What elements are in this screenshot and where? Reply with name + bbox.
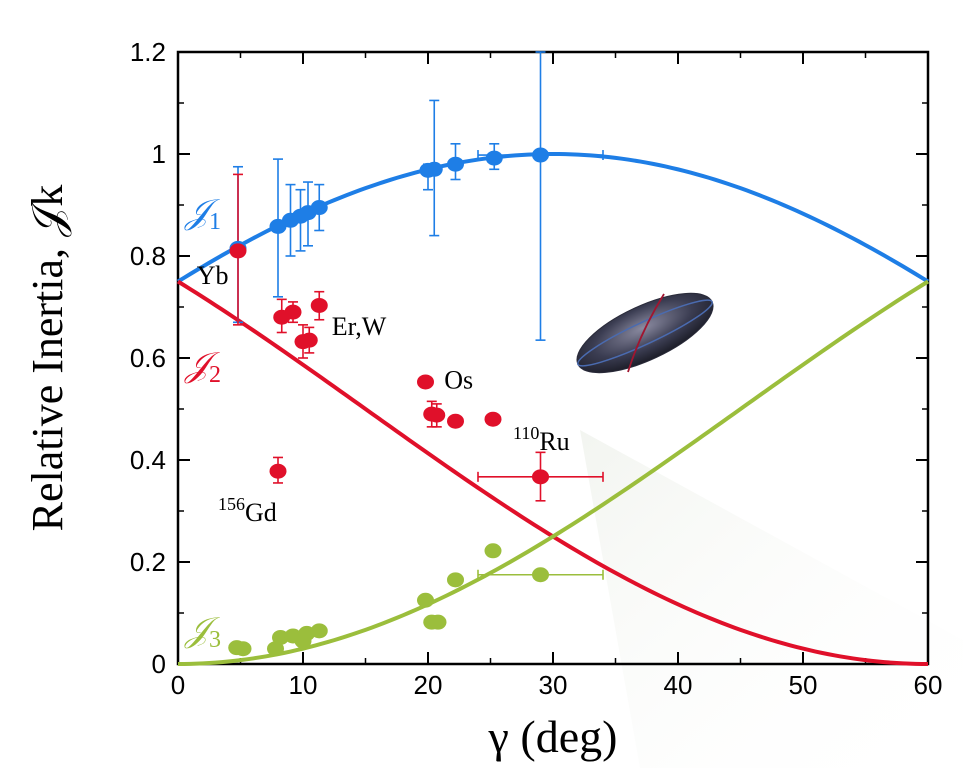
data-point-series-3 xyxy=(429,614,447,630)
curve-labels: 𝒥1 𝒥2 𝒥3 xyxy=(184,194,221,653)
x-tick-label: 40 xyxy=(664,670,693,700)
data-points xyxy=(228,147,549,657)
x-tick-label: 0 xyxy=(171,670,185,700)
data-point-series-2 xyxy=(532,469,549,485)
data-point-series-2 xyxy=(428,407,446,423)
data-point-series-2 xyxy=(484,411,502,427)
data-point-series-2 xyxy=(417,374,434,390)
curve-3 xyxy=(177,279,930,666)
annotation-label: Os xyxy=(444,366,473,395)
background-fan xyxy=(580,430,963,768)
ellipsoid-illustration xyxy=(576,292,714,374)
data-point-series-3 xyxy=(310,623,328,639)
data-point-series-3 xyxy=(234,641,252,657)
curve-label: 𝒥2 xyxy=(184,347,221,388)
annotation-label: 110Ru xyxy=(513,423,570,456)
data-point-series-3 xyxy=(417,592,434,608)
y-tick-label: 0 xyxy=(152,649,166,679)
curve-label: 𝒥3 xyxy=(184,612,221,653)
y-tick-label: 1 xyxy=(152,139,166,169)
annotation-label: 156Gd xyxy=(218,494,277,527)
y-axis-title: Relative Inertia, 𝒥k xyxy=(23,185,72,532)
data-point-series-2 xyxy=(310,297,328,313)
data-point-series-1 xyxy=(532,147,549,163)
data-point-series-1 xyxy=(310,200,328,216)
y-tick-label: 1.2 xyxy=(130,37,166,67)
x-tick-label: 30 xyxy=(539,670,568,700)
data-point-series-3 xyxy=(447,572,464,588)
annotation-label: Er,W xyxy=(332,312,387,341)
data-point-series-1 xyxy=(425,161,443,177)
data-point-series-2 xyxy=(284,304,302,320)
y-tick-label: 0.2 xyxy=(130,547,166,577)
data-point-series-2 xyxy=(229,243,247,259)
y-tick-label: 0.6 xyxy=(130,343,166,373)
data-point-series-3 xyxy=(484,543,502,559)
x-tick-label: 60 xyxy=(914,670,943,700)
data-point-series-3 xyxy=(272,629,289,645)
annotations: Yb Er,W Os 110Ru 156Gd xyxy=(197,261,570,527)
y-tick-label: 0.4 xyxy=(130,445,166,475)
data-point-series-1 xyxy=(269,218,287,234)
x-axis-title: γ (deg) xyxy=(488,711,618,762)
data-point-series-2 xyxy=(269,463,287,479)
data-point-series-1 xyxy=(447,156,464,172)
data-point-series-1 xyxy=(485,150,503,166)
x-tick-label: 50 xyxy=(789,670,818,700)
x-tick-label: 10 xyxy=(289,670,318,700)
y-tick-label: 0.8 xyxy=(130,241,166,271)
x-tick-label: 20 xyxy=(414,670,443,700)
annotation-label: Yb xyxy=(197,261,229,290)
curve-label: 𝒥1 xyxy=(184,194,221,235)
data-point-series-2 xyxy=(300,332,318,348)
data-point-series-3 xyxy=(532,567,549,583)
axes: 0 10 20 30 40 50 60 0 0.2 0.4 0.6 0.8 1 1.2 xyxy=(130,37,943,700)
data-point-series-2 xyxy=(447,413,464,429)
